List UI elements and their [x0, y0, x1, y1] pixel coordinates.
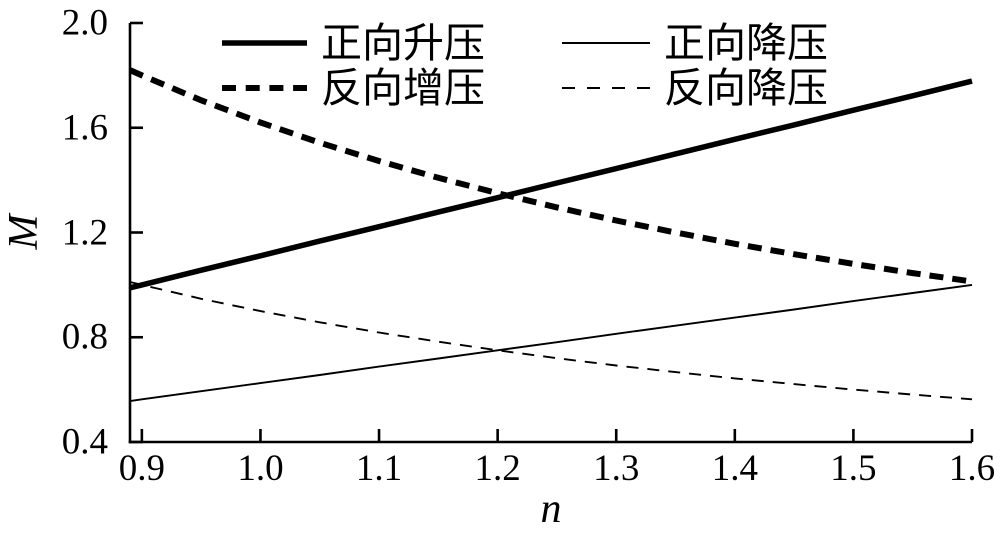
x-tick-label: 1.3 [593, 448, 640, 489]
series-line-forward-step-down [129, 283, 973, 403]
series-line-reverse-step-up [128, 67, 973, 285]
x-tick-label: 1.2 [474, 448, 521, 489]
legend-entry-reverse-step-down: 反向降压 [562, 64, 828, 112]
legend-entry-forward-step-up: 正向升压 [222, 19, 485, 67]
y-tick-label: 1.2 [61, 212, 108, 253]
y-tick-label: 0.4 [61, 421, 108, 463]
legend-line-sample-reverse-step-up [222, 85, 307, 91]
y-axis-label: M [1, 214, 47, 250]
legend-line-sample-forward-step-down [562, 42, 650, 44]
series-line-forward-step-up [129, 78, 973, 291]
x-tick-label: 1.4 [711, 448, 758, 489]
x-tick-label: 1.0 [237, 448, 284, 489]
x-tick-label: 0.9 [118, 448, 165, 489]
legend-entry-reverse-step-up: 反向增压 [222, 64, 485, 112]
x-axis-label: n [540, 486, 562, 532]
series-curves [128, 67, 973, 403]
y-tick-label: 1.6 [61, 107, 108, 149]
legend-label: 反向降压 [664, 64, 828, 111]
y-tick-label: 0.8 [61, 316, 108, 358]
series-line-reverse-step-down [129, 281, 973, 401]
legend-label: 正向升压 [321, 19, 485, 66]
tick-marks [130, 21, 974, 444]
x-tick-label: 1.6 [948, 448, 996, 489]
legend-label: 反向增压 [321, 64, 485, 111]
legend-line-sample-forward-step-up [222, 40, 307, 46]
legend-entry-forward-step-down: 正向降压 [562, 19, 828, 67]
legend-label: 正向降压 [664, 19, 828, 66]
legend-line-sample-reverse-step-down [562, 87, 650, 89]
y-tick-label: 2.0 [61, 2, 108, 44]
x-tick-label: 1.5 [830, 448, 877, 489]
x-tick-label: 1.1 [355, 448, 403, 489]
